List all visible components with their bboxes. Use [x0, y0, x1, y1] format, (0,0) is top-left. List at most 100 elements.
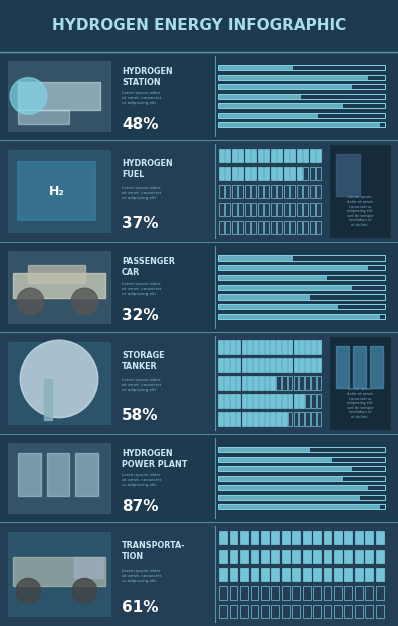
- Bar: [218, 84, 385, 90]
- Bar: [230, 413, 235, 426]
- Bar: [310, 221, 314, 234]
- Bar: [245, 185, 250, 198]
- Bar: [305, 341, 310, 354]
- Bar: [251, 203, 256, 216]
- Bar: [219, 221, 224, 234]
- Bar: [236, 413, 240, 426]
- Bar: [259, 376, 263, 390]
- Bar: [230, 605, 238, 618]
- Bar: [218, 447, 385, 453]
- Bar: [224, 376, 229, 390]
- Bar: [242, 358, 246, 372]
- Bar: [376, 587, 384, 600]
- Bar: [290, 221, 295, 234]
- Bar: [303, 167, 308, 180]
- Text: 37%: 37%: [122, 216, 158, 231]
- Bar: [284, 221, 289, 234]
- Bar: [8, 251, 110, 323]
- Bar: [225, 185, 230, 198]
- Bar: [294, 341, 298, 354]
- Bar: [284, 167, 289, 180]
- Bar: [336, 346, 349, 387]
- Bar: [297, 185, 302, 198]
- Bar: [336, 154, 360, 195]
- Bar: [261, 587, 269, 600]
- Text: 58%: 58%: [122, 408, 158, 423]
- Bar: [251, 550, 258, 563]
- Bar: [238, 185, 243, 198]
- Bar: [218, 285, 385, 290]
- Bar: [251, 167, 256, 180]
- Bar: [224, 358, 229, 372]
- Text: 61%: 61%: [122, 600, 158, 615]
- Bar: [44, 379, 52, 419]
- Bar: [299, 376, 304, 390]
- Bar: [355, 587, 363, 600]
- Bar: [218, 94, 385, 99]
- Bar: [376, 531, 384, 545]
- Bar: [253, 341, 258, 354]
- Bar: [276, 358, 281, 372]
- Text: Lorem ipsum dolor
sit amet, consectet
ur adipiscing elit.: Lorem ipsum dolor sit amet, consectet ur…: [122, 378, 161, 392]
- Bar: [218, 476, 385, 481]
- Bar: [238, 149, 243, 162]
- Bar: [232, 221, 237, 234]
- Bar: [345, 568, 352, 581]
- Bar: [219, 376, 223, 390]
- Bar: [313, 531, 321, 545]
- Bar: [218, 265, 368, 270]
- Bar: [282, 605, 290, 618]
- Bar: [251, 149, 256, 162]
- Bar: [311, 413, 316, 426]
- Bar: [242, 341, 246, 354]
- Bar: [303, 550, 310, 563]
- Bar: [294, 394, 298, 408]
- Bar: [247, 376, 252, 390]
- Bar: [259, 394, 263, 408]
- Bar: [316, 221, 321, 234]
- Bar: [276, 341, 281, 354]
- Bar: [219, 203, 224, 216]
- Bar: [299, 358, 304, 372]
- Bar: [0, 52, 398, 140]
- Bar: [218, 504, 385, 510]
- Bar: [0, 0, 398, 52]
- Bar: [313, 568, 321, 581]
- Bar: [218, 275, 385, 280]
- Bar: [290, 149, 295, 162]
- Bar: [253, 358, 258, 372]
- Bar: [264, 149, 269, 162]
- Bar: [290, 167, 295, 180]
- Bar: [265, 394, 269, 408]
- Bar: [218, 113, 318, 118]
- Bar: [251, 568, 258, 581]
- Bar: [277, 149, 282, 162]
- Bar: [0, 332, 398, 434]
- Bar: [218, 275, 326, 280]
- Bar: [305, 394, 310, 408]
- Bar: [288, 341, 293, 354]
- Bar: [230, 550, 238, 563]
- Bar: [297, 149, 302, 162]
- Bar: [299, 394, 304, 408]
- Bar: [376, 550, 384, 563]
- Bar: [218, 65, 293, 70]
- Text: PASSENGER
CAR: PASSENGER CAR: [122, 257, 175, 277]
- Bar: [345, 531, 352, 545]
- Bar: [219, 358, 223, 372]
- Bar: [251, 185, 256, 198]
- Text: Lorem ipsum dolor
sit amet, consectet
ur adipiscing elit.: Lorem ipsum dolor sit amet, consectet ur…: [122, 473, 161, 486]
- Bar: [218, 74, 368, 80]
- Bar: [355, 568, 363, 581]
- Bar: [236, 358, 240, 372]
- Bar: [225, 203, 230, 216]
- Bar: [264, 167, 269, 180]
- Text: Lorem ipsum dolor
sit amet, consectet
ur adipiscing elit.: Lorem ipsum dolor sit amet, consectet ur…: [122, 187, 161, 200]
- Bar: [276, 376, 281, 390]
- Bar: [271, 358, 275, 372]
- Bar: [240, 605, 248, 618]
- Bar: [334, 568, 342, 581]
- Bar: [218, 113, 385, 118]
- Bar: [317, 413, 321, 426]
- Bar: [271, 149, 275, 162]
